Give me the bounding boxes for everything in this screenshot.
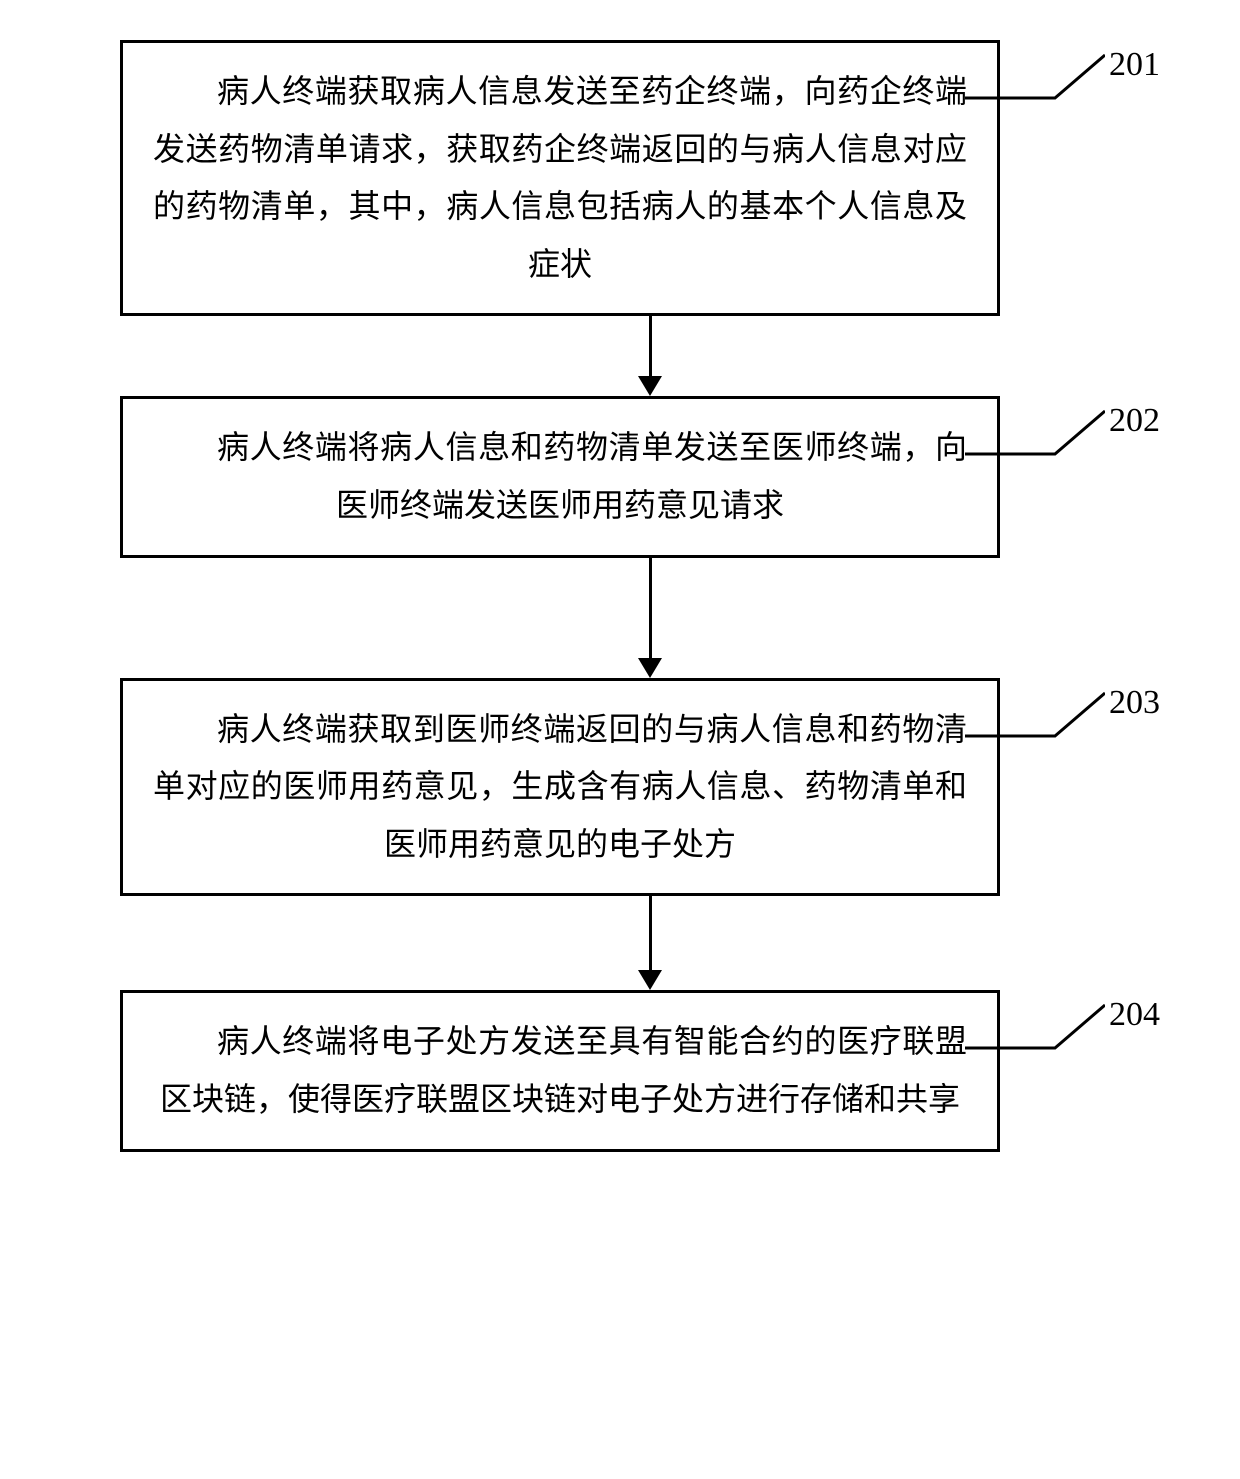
arrow-202-203 [210, 558, 1090, 678]
label-line-203 [965, 688, 1105, 738]
node-wrapper-201: 病人终端获取病人信息发送至药企终端，向药企终端发送药物清单请求，获取药企终端返回… [60, 40, 1180, 316]
label-line-202 [965, 406, 1105, 456]
arrow-icon [638, 896, 662, 990]
arrow-line [649, 558, 652, 658]
arrow-line [649, 316, 652, 376]
label-line-204 [965, 1000, 1105, 1050]
arrow-head-icon [638, 658, 662, 678]
node-box-202: 病人终端将病人信息和药物清单发送至医师终端，向医师终端发送医师用药意见请求 [120, 396, 1000, 557]
label-wrapper-204: 204 [965, 1000, 1160, 1050]
label-text-203: 203 [1109, 684, 1160, 722]
node-text-204: 病人终端将电子处方发送至具有智能合约的医疗联盟区块链，使得医疗联盟区块链对电子处… [153, 1013, 967, 1128]
arrow-201-202 [210, 316, 1090, 396]
arrow-203-204 [210, 896, 1090, 990]
node-box-203: 病人终端获取到医师终端返回的与病人信息和药物清单对应的医师用药意见，生成含有病人… [120, 678, 1000, 897]
node-wrapper-202: 病人终端将病人信息和药物清单发送至医师终端，向医师终端发送医师用药意见请求 20… [60, 396, 1180, 557]
node-text-203: 病人终端获取到医师终端返回的与病人信息和药物清单对应的医师用药意见，生成含有病人… [153, 701, 967, 874]
node-text-201: 病人终端获取病人信息发送至药企终端，向药企终端发送药物清单请求，获取药企终端返回… [153, 63, 967, 293]
label-wrapper-203: 203 [965, 688, 1160, 738]
label-text-201: 201 [1109, 46, 1160, 84]
arrow-head-icon [638, 376, 662, 396]
label-wrapper-202: 202 [965, 406, 1160, 456]
label-line-201 [965, 50, 1105, 100]
arrow-icon [638, 316, 662, 396]
arrow-head-icon [638, 970, 662, 990]
label-text-204: 204 [1109, 996, 1160, 1034]
node-wrapper-203: 病人终端获取到医师终端返回的与病人信息和药物清单对应的医师用药意见，生成含有病人… [60, 678, 1180, 897]
arrow-icon [638, 558, 662, 678]
label-wrapper-201: 201 [965, 50, 1160, 100]
label-text-202: 202 [1109, 402, 1160, 440]
node-box-204: 病人终端将电子处方发送至具有智能合约的医疗联盟区块链，使得医疗联盟区块链对电子处… [120, 990, 1000, 1151]
node-wrapper-204: 病人终端将电子处方发送至具有智能合约的医疗联盟区块链，使得医疗联盟区块链对电子处… [60, 990, 1180, 1151]
arrow-line [649, 896, 652, 970]
flowchart-container: 病人终端获取病人信息发送至药企终端，向药企终端发送药物清单请求，获取药企终端返回… [60, 40, 1180, 1152]
node-box-201: 病人终端获取病人信息发送至药企终端，向药企终端发送药物清单请求，获取药企终端返回… [120, 40, 1000, 316]
node-text-202: 病人终端将病人信息和药物清单发送至医师终端，向医师终端发送医师用药意见请求 [153, 419, 967, 534]
